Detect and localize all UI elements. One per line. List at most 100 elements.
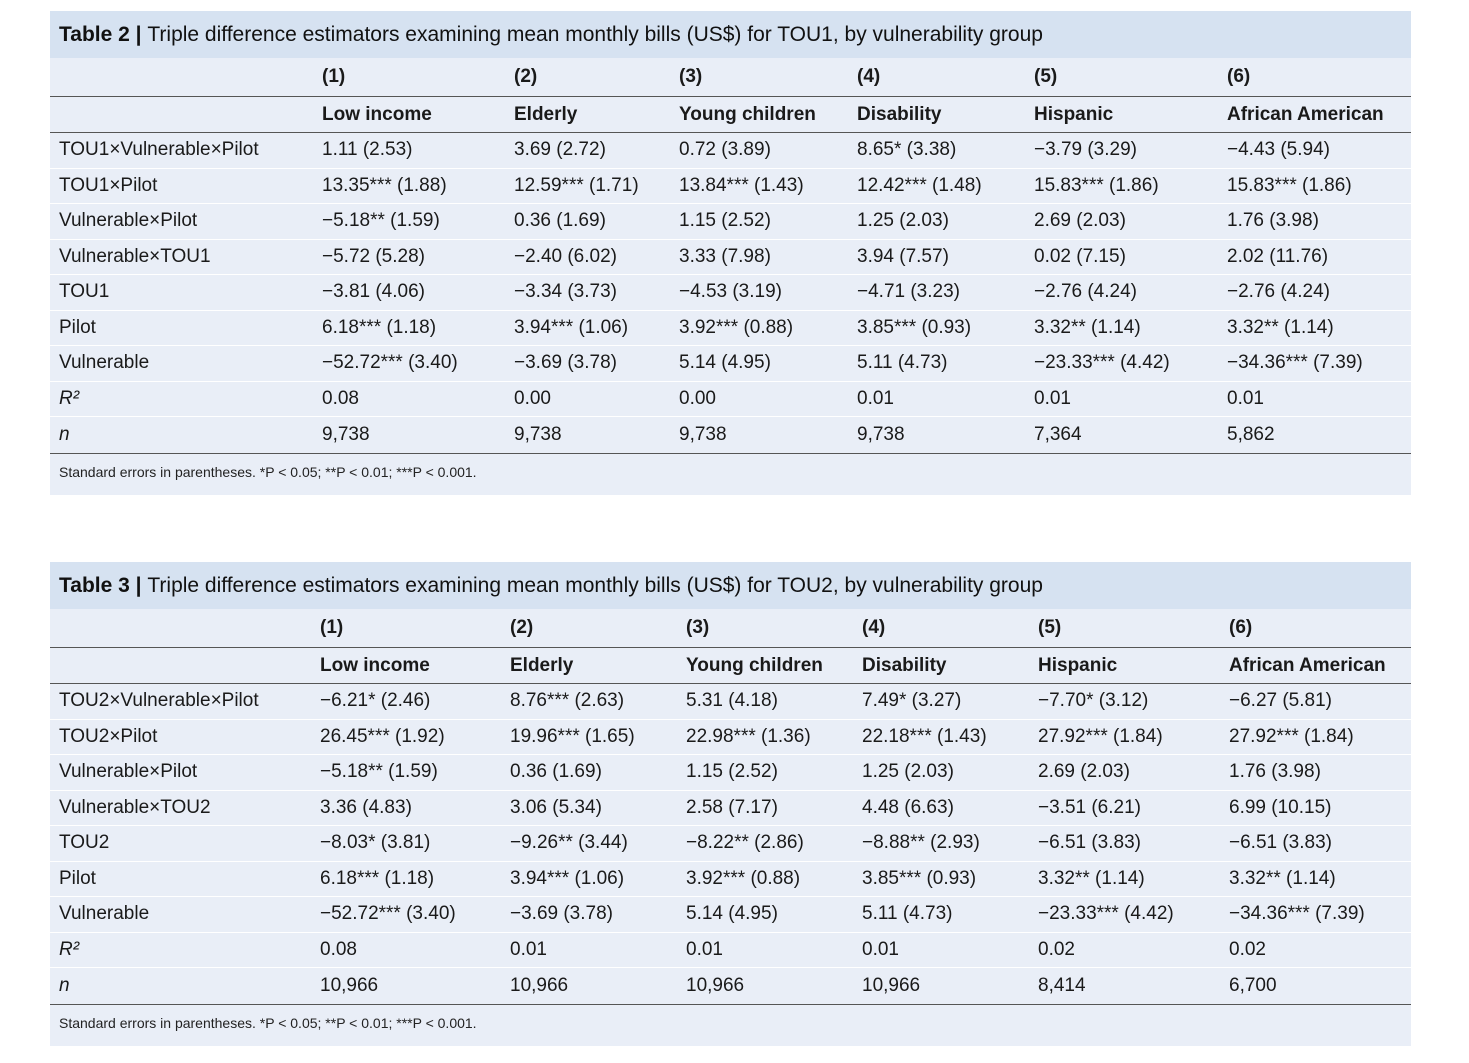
table-label: Table 3 |: [59, 573, 142, 597]
table-cell: −3.51 (6.21): [1038, 796, 1141, 818]
column-number: (4): [862, 617, 886, 638]
table-row: R² 0.08 0.00 0.00 0.01 0.01 0.01: [50, 382, 1411, 417]
column-header-row: Low income Elderly Young children Disabi…: [50, 647, 1411, 684]
table-cell: 13.35*** (1.88): [322, 174, 447, 196]
table-footnote: Standard errors in parentheses. *P < 0.0…: [59, 1015, 477, 1031]
column-header: Young children: [679, 103, 816, 125]
table-cell: 15.83*** (1.86): [1227, 174, 1352, 196]
table-cell: 12.42*** (1.48): [857, 174, 982, 196]
column-header-row: Low income Elderly Young children Disabi…: [50, 96, 1411, 133]
table-cell: 5.11 (4.73): [862, 903, 953, 925]
table-cell: −9.26** (3.44): [510, 832, 628, 854]
table-cell: 2.02 (11.76): [1227, 245, 1329, 267]
column-header: African American: [1227, 103, 1384, 125]
table-cell: 3.32** (1.14): [1034, 316, 1141, 338]
table-cell: 0.02: [1229, 938, 1266, 960]
column-number: (6): [1227, 66, 1251, 87]
table-label: Table 2 |: [59, 22, 142, 46]
table-cell: 3.85*** (0.93): [862, 867, 977, 889]
table-cell: 15.83*** (1.86): [1034, 174, 1159, 196]
column-header: Elderly: [510, 654, 574, 676]
table-cell: 5.14 (4.95): [686, 903, 778, 925]
table-row: Pilot 6.18*** (1.18) 3.94*** (1.06) 3.92***…: [50, 862, 1411, 897]
row-label: Vulnerable×Pilot: [59, 761, 198, 783]
table-cell: 0.02 (7.15): [1034, 245, 1126, 267]
column-number: (5): [1038, 617, 1062, 638]
table-cell: −6.51 (3.83): [1229, 832, 1332, 854]
table-cell: 0.01: [510, 938, 547, 960]
table-cell: 3.32** (1.14): [1227, 316, 1334, 338]
table-cell: 3.33 (7.98): [679, 245, 771, 267]
table-row: Pilot 6.18*** (1.18) 3.94*** (1.06) 3.92***…: [50, 311, 1411, 346]
table-cell: 3.32** (1.14): [1038, 867, 1145, 889]
table-cell: 1.15 (2.52): [686, 761, 778, 783]
column-number: (2): [514, 66, 538, 87]
row-label: Vulnerable×Pilot: [59, 210, 198, 232]
table-cell: 4.48 (6.63): [862, 796, 954, 818]
column-header: Disability: [857, 103, 942, 125]
table-cell: −52.72*** (3.40): [322, 352, 458, 374]
table-cell: 6.18*** (1.18): [322, 316, 437, 338]
table-cell: 9,738: [514, 424, 562, 445]
table-cell: 5.14 (4.95): [679, 352, 771, 374]
table-cell: 3.94*** (1.06): [514, 316, 629, 338]
table-cell: −3.69 (3.78): [514, 352, 617, 374]
column-header: Hispanic: [1038, 654, 1118, 676]
table-cell: 8.65* (3.38): [857, 139, 957, 161]
column-number: (1): [322, 66, 346, 87]
table-cell: 3.92*** (0.88): [686, 867, 801, 889]
table-cell: −34.36*** (7.39): [1227, 352, 1363, 374]
table-row: TOU1×Vulnerable×Pilot 1.11 (2.53) 3.69 (2.…: [50, 133, 1411, 169]
table-row: TOU1 −3.81 (4.06) −3.34 (3.73) −4.53 (3.19)…: [50, 275, 1411, 311]
table-cell: 0.01: [1227, 387, 1264, 409]
table-cell: 0.08: [322, 387, 359, 409]
table-cell: −23.33*** (4.42): [1034, 352, 1170, 374]
table-cell: 10,966: [686, 975, 745, 996]
table-cell: −3.69 (3.78): [510, 903, 613, 925]
table-cell: −3.34 (3.73): [514, 281, 617, 303]
table-cell: 22.98*** (1.36): [686, 725, 811, 747]
table-cell: 2.58 (7.17): [686, 796, 778, 818]
column-number: (1): [320, 617, 344, 638]
table-cell: −3.79 (3.29): [1034, 139, 1137, 161]
row-label: TOU1×Pilot: [59, 174, 158, 196]
table-body: TOU2×Vulnerable×Pilot −6.21* (2.46) 8.76**…: [50, 684, 1411, 1005]
table-cell: 10,966: [320, 975, 379, 996]
table-row: R² 0.08 0.01 0.01 0.01 0.02 0.02: [50, 933, 1411, 968]
table-cell: −8.88** (2.93): [862, 832, 980, 854]
table-row: Vulnerable×Pilot −5.18** (1.59) 0.36 (1.69…: [50, 755, 1411, 791]
table-cell: 1.25 (2.03): [857, 210, 949, 232]
table-cell: 1.11 (2.53): [322, 139, 413, 161]
table-cell: −6.51 (3.83): [1038, 832, 1141, 854]
table-cell: −5.18** (1.59): [322, 210, 440, 232]
column-header: Elderly: [514, 103, 578, 125]
row-label: Pilot: [59, 316, 96, 338]
column-number: (3): [679, 66, 703, 87]
table-cell: −3.81 (4.06): [322, 281, 425, 303]
table-cell: −4.53 (3.19): [679, 281, 782, 303]
table-title: Table 3 | Triple difference estimators e…: [50, 562, 1411, 609]
table-cell: 3.92*** (0.88): [679, 316, 794, 338]
table-cell: 9,738: [322, 424, 370, 445]
table-cell: −6.21* (2.46): [320, 690, 431, 712]
table-cell: 0.00: [514, 387, 551, 409]
table-cell: 0.36 (1.69): [514, 210, 606, 232]
table-row: TOU1×Pilot 13.35*** (1.88) 12.59*** (1.71)…: [50, 169, 1411, 204]
table-cell: 8,414: [1038, 975, 1086, 996]
table-cell: 10,966: [862, 975, 921, 996]
table-cell: 1.15 (2.52): [679, 210, 771, 232]
table-cell: 3.32** (1.14): [1229, 867, 1336, 889]
row-label: Vulnerable×TOU1: [59, 245, 211, 267]
column-header: Hispanic: [1034, 103, 1114, 125]
table-cell: 0.36 (1.69): [510, 761, 602, 783]
table-cell: 0.01: [1034, 387, 1071, 409]
table-cell: 0.08: [320, 938, 357, 960]
row-label: TOU2: [59, 832, 110, 854]
table-cell: 5.11 (4.73): [857, 352, 948, 374]
table-cell: 0.00: [679, 387, 716, 409]
table-title: Table 2 | Triple difference estimators e…: [50, 11, 1411, 58]
table-cell: 9,738: [857, 424, 905, 445]
table-cell: 3.36 (4.83): [320, 796, 412, 818]
table-cell: −2.40 (6.02): [514, 245, 617, 267]
table-cell: 12.59*** (1.71): [514, 174, 639, 196]
